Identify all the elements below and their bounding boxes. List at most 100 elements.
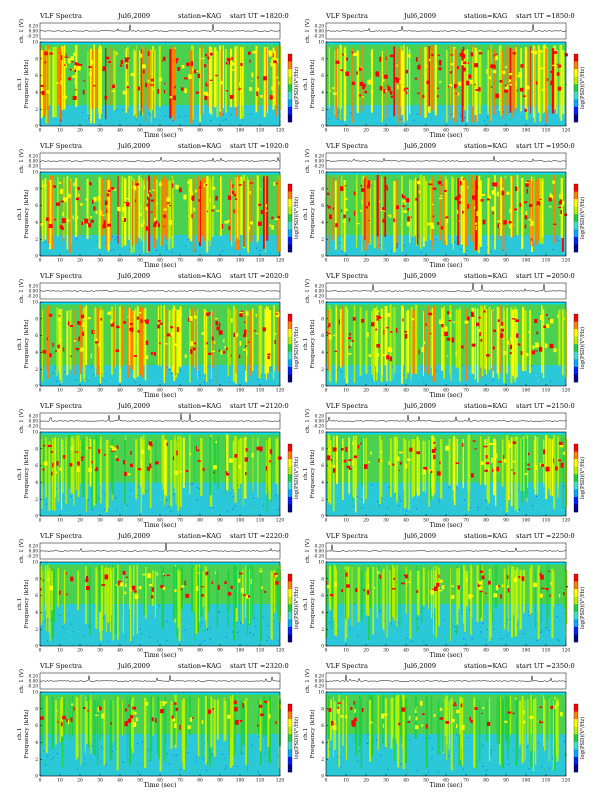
spectrogram-cell [438, 319, 442, 324]
spectrogram-cell [259, 250, 261, 252]
spectrogram-cell [253, 366, 255, 367]
x-tick-label: 100 [236, 129, 245, 134]
spectrogram-cell [421, 347, 424, 352]
spectrogram-cell [493, 182, 498, 187]
spectrogram-cell [530, 220, 533, 225]
spectrogram-cell [386, 185, 388, 189]
spectrogram-cell [115, 109, 117, 111]
spectrogram-cell [372, 379, 374, 381]
spectrogram-cell [223, 236, 225, 238]
spectrogram-cell [149, 190, 151, 193]
spectrogram-burst [200, 437, 203, 496]
spectrogram-cell [492, 346, 495, 350]
spectrogram-cell [167, 204, 169, 208]
spectrogram-burst [105, 439, 108, 513]
spectrogram-cell [491, 190, 496, 195]
spectrogram-cell [402, 195, 406, 199]
colorbar-segment [288, 191, 292, 200]
spectrogram-cell [510, 344, 512, 350]
spectrogram-cell [75, 197, 79, 201]
spectrogram-burst [344, 306, 347, 379]
spectrogram-cell [90, 216, 92, 219]
spectrogram-cell [405, 91, 408, 95]
spectrogram-cell [141, 250, 143, 252]
spectrogram-cell [472, 251, 473, 253]
spectrogram-cell [414, 77, 418, 80]
spectrogram-cell [55, 380, 57, 382]
spectrogram-cell [450, 71, 453, 74]
spectrogram-cell [95, 466, 98, 470]
panel-station: station=KAG [178, 402, 222, 410]
spectrogram-cell [340, 242, 342, 244]
x-tick-label: 50 [137, 259, 143, 264]
spectrogram-cell [125, 118, 127, 120]
spectrogram-cell [177, 376, 179, 378]
spectrogram-cell [162, 499, 164, 501]
spectrogram-burst [172, 46, 175, 116]
spectrogram-cell [102, 224, 106, 229]
spectrogram-cell [111, 511, 112, 513]
spectrogram-cell [67, 104, 69, 106]
spectrogram-cell [273, 60, 277, 64]
spectrogram-burst [328, 47, 330, 109]
spectrogram-cell [255, 314, 257, 317]
spectrogram-burst [430, 310, 432, 368]
colorbar-segment [288, 61, 292, 70]
spectrogram-cell [531, 350, 535, 355]
spectrogram-cell [349, 248, 350, 250]
spectrogram-cell [388, 119, 390, 121]
spectrogram-burst [413, 180, 416, 238]
spectrogram-burst [120, 305, 122, 369]
spectrogram-cell [396, 64, 398, 67]
spectrogram-cell [449, 314, 452, 317]
spectrogram-cell [44, 368, 46, 370]
spectrogram-burst [492, 310, 494, 372]
spectrogram-cell [187, 238, 189, 240]
spectrogram-cell [407, 54, 411, 58]
spectrogram-burst [214, 47, 217, 106]
spectrogram-cell [270, 367, 272, 369]
spectrogram-cell [147, 502, 149, 504]
spectrogram-panel: VLF Spectra Jul6,2009 station=KAG start UT … [288, 140, 586, 269]
spectrogram-cell [205, 500, 207, 501]
spectrogram-cell [513, 52, 516, 55]
spectrogram-burst [263, 176, 265, 249]
spectrogram-cell [234, 505, 236, 507]
spectrogram-burst [450, 309, 452, 382]
spectrogram-cell [439, 81, 442, 83]
spectrogram-burst [82, 438, 85, 497]
spectrogram-cell [190, 368, 192, 370]
spectrogram-cell [492, 70, 497, 74]
spectrogram-cell [158, 108, 160, 110]
spectrogram-cell [88, 447, 92, 449]
spectrogram-cell [182, 381, 184, 383]
spectrogram-cell [54, 372, 56, 374]
spectrogram-cell [356, 71, 358, 75]
spectrogram-cell [476, 322, 480, 327]
spectrogram-cell [493, 64, 496, 69]
spectrogram-burst [527, 48, 529, 108]
spectrogram-cell [209, 70, 211, 73]
spectrogram-burst [165, 440, 168, 496]
spectrogram-cell [229, 94, 234, 99]
spectrogram-cell [136, 500, 137, 502]
spectrogram-cell [556, 239, 558, 241]
channel-tick-label: -0.20 [313, 34, 324, 39]
spectrogram-cell [513, 224, 515, 226]
spectrogram-cell [256, 91, 258, 96]
spectrogram-cell [78, 380, 80, 382]
colorbar: log(PSD)(V²/Hz) [573, 53, 586, 123]
spectrogram-cell [554, 375, 556, 377]
spectrogram-cell [413, 119, 415, 121]
spectrogram-burst [102, 179, 104, 237]
spectrogram-cell [558, 64, 562, 68]
x-tick-label: 60 [443, 259, 449, 264]
spectrogram-cell [535, 342, 539, 348]
spectrogram-cell [358, 67, 362, 71]
spectrogram-burst [475, 180, 478, 251]
spectrogram-cell [269, 95, 273, 100]
spectrogram-burst [524, 47, 527, 109]
spectrogram-cell [199, 185, 202, 189]
